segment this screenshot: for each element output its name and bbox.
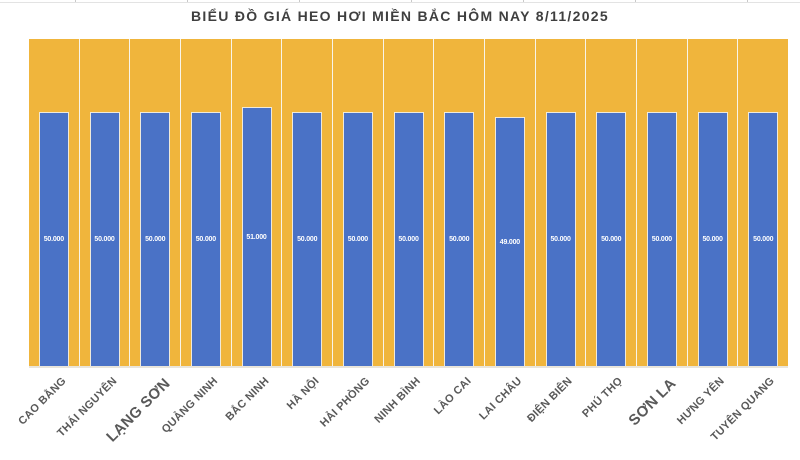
bar-value-label: 50.000 [297,236,318,243]
x-axis-label: LAI CHÂU [476,375,525,423]
spreadsheet-column-tick [747,0,748,2]
chart-column: 50.000 [686,39,738,366]
x-axis-label: HƯNG YÊN [674,375,727,427]
x-axis-label: HẢI PHÒNG [317,375,373,430]
x-axis-label: HÀ NỘI [284,375,322,412]
bar-value-label: 50.000 [449,236,470,243]
price-bar: 50.000 [292,112,323,366]
price-bar: 50.000 [38,112,69,366]
bar-value-label: 51.000 [246,233,267,241]
bar-value-label: 50.000 [753,236,774,243]
price-bar: 50.000 [545,112,576,366]
bar-value-label: 50.000 [651,236,672,243]
spreadsheet-column-tick [635,0,636,2]
x-axis-label: CAO BẰNG [16,375,69,428]
price-bar: 50.000 [393,112,424,366]
spreadsheet-column-tick [523,0,524,2]
price-bar: 51.000 [241,107,272,366]
chart-column: 50.000 [433,39,484,366]
x-axis-label: PHÚ THỌ [580,375,626,420]
chart-title: BIỂU ĐỒ GIÁ HEO HƠI MIỀN BẮC HÔM NAY 8/1… [191,8,609,24]
chart-column: 51.000 [230,39,282,366]
spreadsheet-column-tick [299,0,300,2]
price-bar: 50.000 [140,112,171,366]
chart-column: 50.000 [281,39,332,366]
bar-value-label: 50.000 [398,236,419,243]
bar-value-label: 50.000 [702,236,723,243]
chart-column: 50.000 [78,39,130,366]
price-bar: 50.000 [444,112,475,366]
price-bar: 50.000 [646,112,677,366]
x-axis-label: NINH BÌNH [372,375,423,426]
bar-value-label: 50.000 [94,236,115,243]
chart-column: 50.000 [636,39,687,366]
bar-value-label: 49.000 [499,238,520,246]
chart-column: 50.000 [382,39,434,366]
plot-area: 50.000 50.000 50.000 50.000 51.000 50.000 50.0… [29,39,788,368]
price-bar: 50.000 [596,112,627,366]
price-bar: 50.000 [190,112,221,366]
chart-column: 50.000 [585,39,636,366]
spreadsheet-column-tick [187,0,188,2]
chart-column: 50.000 [534,39,586,366]
chart-column: 50.000 [332,39,383,366]
bar-value-label: 50.000 [43,236,64,243]
price-bar: 50.000 [748,112,779,366]
spreadsheet-gridline-remnant [0,2,800,3]
spreadsheet-column-tick [411,0,412,2]
chart-column: 50.000 [29,39,79,366]
chart-column: 49.000 [484,39,535,366]
price-bar: 50.000 [342,112,373,366]
chart-column: 50.000 [129,39,180,366]
bar-value-label: 50.000 [195,236,216,243]
price-bar: 50.000 [89,112,120,366]
price-bar: 50.000 [697,112,728,366]
chart-column: 50.000 [737,39,788,366]
bar-value-label: 50.000 [347,236,368,243]
chart-column: 50.000 [180,39,231,366]
bar-value-label: 50.000 [601,236,622,243]
bar-value-label: 50.000 [145,236,166,243]
x-axis-label: LÀO CAI [431,375,474,417]
bar-value-label: 50.000 [550,236,571,243]
x-axis-label: BẮC NINH [222,375,272,424]
x-axis-label: ĐIỆN BIÊN [525,375,575,425]
spreadsheet-column-tick [75,0,76,2]
price-bar: 49.000 [494,117,525,366]
x-axis-label: SƠN LA [625,375,680,430]
